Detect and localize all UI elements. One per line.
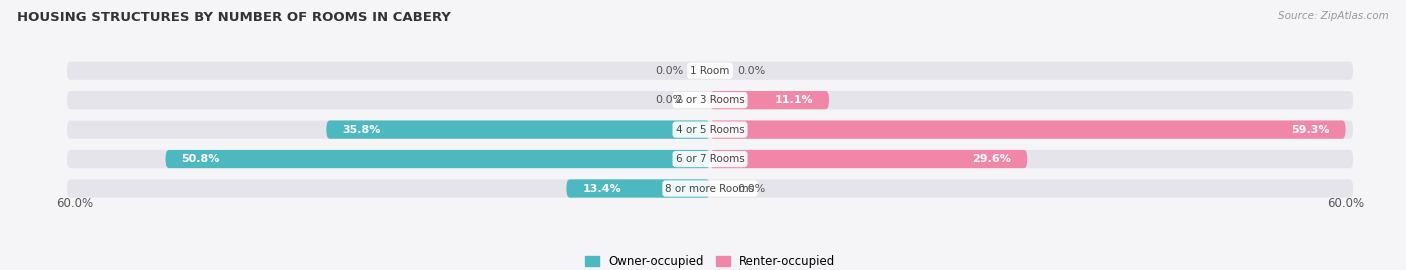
FancyBboxPatch shape xyxy=(710,91,830,109)
FancyBboxPatch shape xyxy=(710,150,1028,168)
Text: 0.0%: 0.0% xyxy=(737,66,765,76)
FancyBboxPatch shape xyxy=(166,150,710,168)
Text: 2 or 3 Rooms: 2 or 3 Rooms xyxy=(676,95,744,105)
Text: 0.0%: 0.0% xyxy=(655,95,683,105)
FancyBboxPatch shape xyxy=(326,120,710,139)
Text: 50.8%: 50.8% xyxy=(181,154,219,164)
Text: 60.0%: 60.0% xyxy=(1327,197,1364,210)
Text: 0.0%: 0.0% xyxy=(655,66,683,76)
Text: 35.8%: 35.8% xyxy=(343,124,381,135)
Text: 8 or more Rooms: 8 or more Rooms xyxy=(665,184,755,194)
Text: 59.3%: 59.3% xyxy=(1291,124,1330,135)
Text: 60.0%: 60.0% xyxy=(56,197,93,210)
FancyBboxPatch shape xyxy=(567,179,710,198)
Text: HOUSING STRUCTURES BY NUMBER OF ROOMS IN CABERY: HOUSING STRUCTURES BY NUMBER OF ROOMS IN… xyxy=(17,11,451,24)
FancyBboxPatch shape xyxy=(67,62,1353,80)
Legend: Owner-occupied, Renter-occupied: Owner-occupied, Renter-occupied xyxy=(579,250,841,270)
Text: 11.1%: 11.1% xyxy=(775,95,813,105)
Text: 4 or 5 Rooms: 4 or 5 Rooms xyxy=(676,124,744,135)
Text: 6 or 7 Rooms: 6 or 7 Rooms xyxy=(676,154,744,164)
Text: Source: ZipAtlas.com: Source: ZipAtlas.com xyxy=(1278,11,1389,21)
Text: 13.4%: 13.4% xyxy=(582,184,621,194)
Text: 1 Room: 1 Room xyxy=(690,66,730,76)
Text: 29.6%: 29.6% xyxy=(973,154,1011,164)
Text: 0.0%: 0.0% xyxy=(737,184,765,194)
FancyBboxPatch shape xyxy=(67,120,1353,139)
FancyBboxPatch shape xyxy=(67,91,1353,109)
FancyBboxPatch shape xyxy=(67,150,1353,168)
FancyBboxPatch shape xyxy=(67,179,1353,198)
FancyBboxPatch shape xyxy=(710,120,1346,139)
